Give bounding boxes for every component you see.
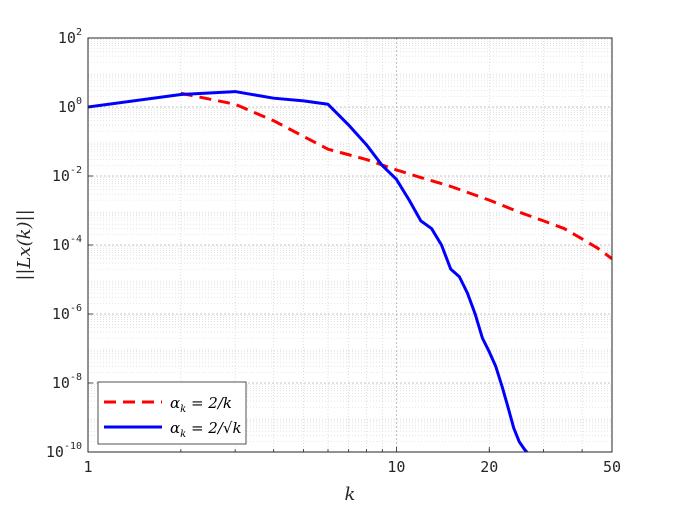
axis-ticks	[87, 37, 613, 453]
x-tick-label: 20	[480, 458, 498, 476]
x-tick-label: 10	[387, 458, 405, 476]
x-axis-label: k	[345, 484, 356, 505]
x-tick-label: 50	[603, 458, 621, 476]
legend-box	[97, 381, 247, 445]
legend-label-series-1: αk = 2/√k	[170, 419, 242, 440]
legend: αk = 2/k αk = 2/√k	[97, 381, 247, 445]
series-layer	[88, 90, 612, 452]
x-tick-label: 1	[83, 458, 92, 476]
y-tick-label: 10-2	[52, 165, 82, 185]
y-tick-label: 10-10	[46, 441, 82, 461]
y-axis-label: ||Lx(k)||	[14, 209, 35, 280]
series-line-0	[180, 91, 612, 260]
y-tick-labels: 10-10 10-8 10-6 10-4 10-2 100 102	[46, 27, 82, 461]
y-tick-label: 100	[58, 96, 82, 116]
y-tick-label: 10-6	[52, 303, 82, 323]
series-line-1	[88, 90, 529, 452]
y-tick-label: 10-4	[52, 234, 82, 254]
y-tick-label: 102	[58, 27, 82, 47]
y-tick-label: 10-8	[52, 372, 82, 392]
legend-label-series-0: αk = 2/k	[170, 394, 232, 415]
x-tick-labels: 1 10 20 50	[83, 458, 621, 476]
